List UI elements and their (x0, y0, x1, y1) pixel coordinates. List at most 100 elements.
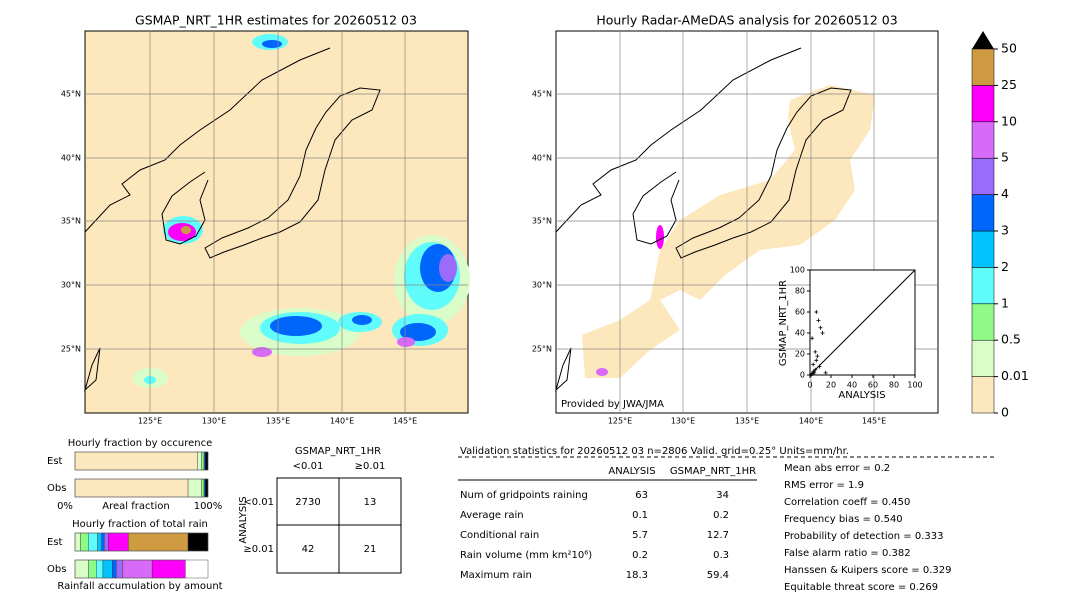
colorbar-label: 1 (1001, 295, 1009, 310)
fraction-segment (88, 559, 97, 579)
colorbar-segment (971, 48, 995, 86)
colorbar-extend (972, 31, 994, 49)
stat-value: 18.3 (626, 570, 648, 581)
lon-label: 135°E (735, 417, 759, 426)
fraction-segment (74, 559, 89, 579)
y-tick-label: 0 (800, 371, 805, 380)
colorbar-label: 4 (1001, 186, 1009, 201)
map-title: Hourly Radar-AMeDAS analysis for 2026051… (596, 13, 897, 28)
y-tick-label: 40 (795, 329, 805, 338)
bar-frame (74, 532, 209, 552)
table-title: GSMAP_NRT_1HR (295, 446, 381, 457)
scatter-point (817, 364, 822, 369)
lon-label: 125°E (608, 417, 632, 426)
y-tick-label: 20 (795, 350, 805, 359)
colorbar-label: 2 (1001, 259, 1009, 274)
x-tick-label: 100 (907, 381, 922, 390)
colorbar-label: 5 (1001, 150, 1009, 165)
scatter-point (815, 354, 820, 359)
bar-frame (74, 478, 209, 498)
colorbar-label: 50 (1001, 41, 1017, 56)
lon-label: 130°E (671, 417, 695, 426)
stat-name: Average rain (460, 510, 524, 521)
fraction-segment (74, 478, 189, 498)
y-tick-label: 60 (795, 308, 805, 317)
axis-label: 0% (57, 501, 73, 512)
col-header: ≥0.01 (355, 461, 386, 472)
fraction-segment (205, 478, 209, 498)
credit: Provided by JWA/JMA (561, 399, 664, 410)
y-tick-label: 100 (790, 266, 805, 275)
scatter-point (814, 358, 819, 363)
map-frame (84, 30, 469, 414)
score: Correlation coeff = 0.450 (784, 497, 910, 508)
colorbar-label: 10 (1001, 113, 1017, 128)
stat-name: Conditional rain (460, 530, 539, 541)
fraction-segment (122, 559, 153, 579)
fraction-segment (116, 559, 124, 579)
stat-name: Rain volume (mm km²10⁶) (460, 550, 592, 561)
col-header: GSMAP_NRT_1HR (670, 466, 756, 477)
cell: 21 (364, 544, 377, 555)
fraction-segment (96, 559, 104, 579)
scatter-point (813, 349, 818, 354)
lon-label: 135°E (266, 417, 290, 426)
fraction-segment (187, 532, 209, 552)
score: Frequency bias = 0.540 (784, 514, 903, 525)
colorbar-segment (971, 230, 995, 268)
rain-field (656, 225, 664, 249)
fraction-segment (80, 532, 89, 552)
score: RMS error = 1.9 (784, 480, 864, 491)
x-tick-label: 20 (826, 381, 836, 390)
scatter-point (820, 331, 825, 335)
lat-label: 25°N (61, 345, 81, 354)
colorbar-label: 25 (1001, 77, 1017, 92)
row-label: Est (47, 456, 63, 467)
row-label: Obs (47, 564, 66, 575)
lat-label: 30°N (61, 281, 81, 290)
colorbar-segment (971, 376, 995, 414)
row-header: <0.01 (243, 497, 274, 508)
lon-label: 130°E (202, 417, 226, 426)
fraction-segment (102, 559, 113, 579)
rain-field (596, 368, 608, 376)
lat-label: 30°N (532, 281, 552, 290)
scatter-point (811, 362, 816, 367)
row-header: ≥0.01 (243, 544, 274, 555)
y-axis-label: GSMAP_NRT_1HR (778, 280, 789, 366)
row-label: Obs (47, 483, 66, 494)
fraction-segment (97, 532, 102, 552)
fraction-segment (108, 532, 129, 552)
lat-label: 25°N (532, 345, 552, 354)
fraction-segment (88, 532, 98, 552)
fraction-segment (201, 451, 205, 471)
panel-footer: Rainfall accumulation by amount (57, 581, 222, 592)
cell: 42 (302, 544, 315, 555)
fraction-segment (127, 532, 189, 552)
fraction-segment (112, 559, 117, 579)
lat-label: 35°N (61, 217, 81, 226)
colorbar-segment (971, 303, 995, 341)
stat-name: Num of gridpoints raining (460, 490, 588, 501)
lat-label: 40°N (61, 154, 81, 163)
fraction-segment (187, 478, 202, 498)
x-tick-label: 80 (889, 381, 899, 390)
stat-value: 63 (635, 490, 648, 501)
scatter-point (823, 370, 828, 375)
score: Probability of detection = 0.333 (784, 531, 943, 542)
stat-value: 0.2 (632, 550, 648, 561)
fraction-segment (104, 532, 109, 552)
scatter-point (816, 318, 821, 323)
scatter-point (812, 370, 817, 375)
coastline (84, 47, 381, 392)
axis-label: Areal fraction (102, 501, 169, 512)
fraction-segment (205, 451, 209, 471)
colorbar-segment (971, 157, 995, 195)
scatter-point (813, 367, 818, 372)
lon-label: 145°E (862, 417, 886, 426)
lat-label: 45°N (61, 90, 81, 99)
diagonal (809, 269, 916, 376)
x-tick-label: 40 (847, 381, 857, 390)
x-axis-label: ANALYSIS (838, 390, 885, 401)
